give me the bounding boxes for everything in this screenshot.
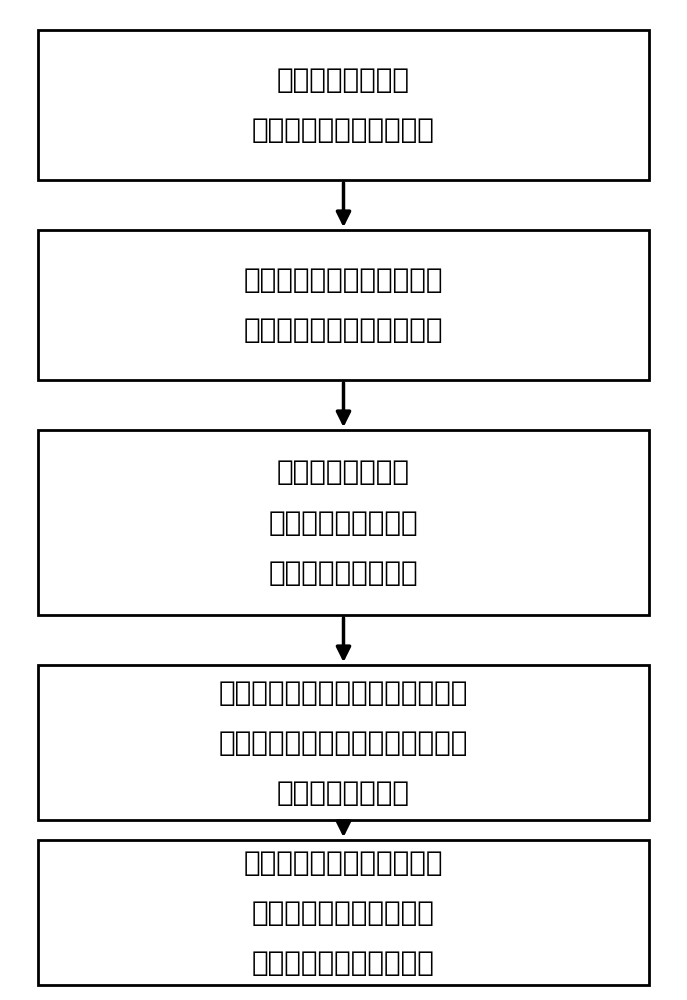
Bar bbox=[38, 840, 649, 985]
Text: 识别视场中至少三颗恒星: 识别视场中至少三颗恒星 bbox=[252, 116, 435, 144]
Text: 选取多个方位视场中的其它恒星，: 选取多个方位视场中的其它恒星， bbox=[219, 679, 468, 707]
Bar bbox=[38, 665, 649, 820]
Bar bbox=[38, 430, 649, 615]
Bar bbox=[38, 30, 649, 180]
Bar bbox=[38, 230, 649, 380]
Text: 北方向，对编码器置数，: 北方向，对编码器置数， bbox=[252, 898, 435, 926]
Text: 已识别的恒星成像于视轴上: 已识别的恒星成像于视轴上 bbox=[244, 316, 443, 344]
Text: 北的编码器平均值: 北的编码器平均值 bbox=[277, 778, 410, 806]
Text: 重复步骤二和步骤三，得到理论真: 重复步骤二和步骤三，得到理论真 bbox=[219, 728, 468, 757]
Text: 引导经纬仪，分别使每一颗: 引导经纬仪，分别使每一颗 bbox=[244, 266, 443, 294]
Text: 计算恒星在该测站下: 计算恒星在该测站下 bbox=[269, 508, 418, 536]
Text: 完成快速自主定向的方法: 完成快速自主定向的方法 bbox=[252, 948, 435, 976]
Text: 的理论方位、俯仰值: 的理论方位、俯仰值 bbox=[269, 558, 418, 586]
Text: 引导经纬仪到测量得到的真: 引导经纬仪到测量得到的真 bbox=[244, 848, 443, 876]
Text: 计算恒星视位置，: 计算恒星视位置， bbox=[277, 458, 410, 486]
Text: 经纬仪拍摄星图，: 经纬仪拍摄星图， bbox=[277, 66, 410, 94]
